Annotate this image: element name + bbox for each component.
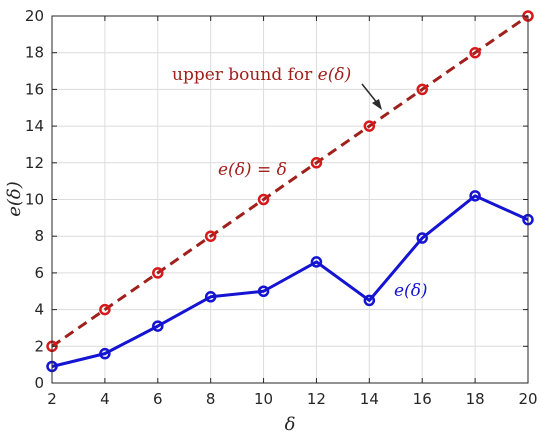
series-2-point [363,294,376,307]
x-tick-label: 16 [413,390,432,408]
series-2-point [152,320,164,332]
x-tick-label: 12 [307,390,326,408]
y-tick-label: 16 [25,80,44,98]
series-line-2 [51,194,529,368]
series-1-point [99,303,111,316]
series-1-point [469,46,481,59]
x-tick-label: 6 [153,390,163,408]
annotation-arrow-head [372,99,382,110]
x-axis-label: δ [285,414,296,435]
series-1-point [363,120,376,132]
annotation-arrow-line [361,83,379,105]
x-tick-label: 20 [518,390,537,408]
series-2-point [204,291,217,303]
series-line-1 [51,14,529,348]
y-axis-label: e(δ) [4,181,25,217]
annotation-series-label: e(δ) [394,281,428,301]
y-tick-label: 10 [25,191,44,209]
y-tick-label: 8 [34,227,44,245]
series-2-point [469,190,481,202]
x-tick-label: 4 [100,390,110,408]
annotation-upper-bound-math: e(δ) [318,65,352,85]
series-1-point [152,267,164,279]
annotation-upper-bound-text: upper bound for [172,65,318,85]
x-tick-label: 2 [47,390,57,408]
x-tick-label: 18 [466,390,485,408]
series-1-point [310,157,323,169]
series-2-point [257,285,270,297]
x-tick-label: 10 [254,390,273,408]
series-layer [46,10,534,373]
series-1-point [416,83,428,96]
grid-lines [52,16,528,383]
x-tick-label: 14 [360,390,379,408]
y-tick-label: 18 [25,44,44,62]
annotation-identity: e(δ) = δ [218,160,287,180]
series-1-point [204,230,217,242]
series-1-point [257,193,270,206]
y-tick-label: 6 [34,264,44,282]
y-tick-label: 0 [34,374,44,392]
y-tick-label: 20 [25,7,44,25]
y-tick-label: 4 [34,301,44,319]
y-tick-label: 12 [25,154,44,172]
annotation-upper-bound: upper bound for e(δ) [172,65,351,85]
series-2-point [99,347,111,360]
series-2-point [416,232,428,244]
y-tick-label: 2 [34,337,44,355]
y-tick-label: 14 [25,117,44,135]
series-2-point [310,256,323,268]
x-tick-label: 8 [206,390,216,408]
